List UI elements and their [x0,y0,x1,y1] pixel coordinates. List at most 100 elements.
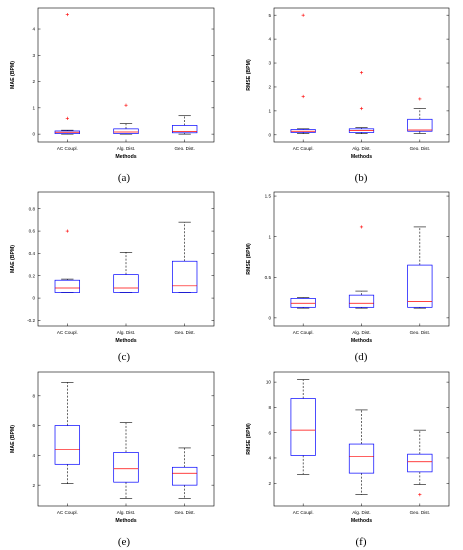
y-tick-label: 0.6 [29,229,36,234]
iqr-box [407,453,433,473]
chart-panel-d: 0 0.5 1 1.5 AC Coupl. Alg. Dist. Geo. Dist. Met… [246,191,450,363]
box-3 [407,226,433,309]
iqr-box [290,298,316,308]
y-tick-label: 0.2 [29,273,36,278]
x-axis-label: Methods [351,154,372,160]
outlier-marker [418,97,422,101]
iqr-box [171,125,198,134]
panel-label: (f) [356,536,367,548]
chart-panel-b: 0 1 2 3 4 5 AC Coupl. Alg. Dist. Geo. Dist. Metho… [246,7,450,184]
box-1 [54,229,81,293]
iqr-box [348,443,375,474]
iqr-box [407,264,433,308]
x-tick-label: Alg. Dist. [117,330,135,335]
box-1 [290,13,316,134]
y-tick-label: 0 [268,315,271,320]
y-axis-label: MAE (BPM) [10,425,16,453]
y-tick-label: 1.5 [265,194,272,199]
x-tick-label: Geo. Dist. [174,510,194,515]
box-2 [113,422,139,499]
panel-label: (d) [355,351,368,363]
box-1 [290,297,316,309]
y-tick-label: 6 [268,430,271,435]
x-tick-label: Alg. Dist. [117,510,135,515]
y-tick-label: 8 [32,393,35,398]
plot-frame [273,7,450,143]
y-tick-label: -0.2 [27,318,35,323]
x-tick-label: Geo. Dist. [410,510,430,515]
y-tick-label: 4 [32,453,35,458]
box-3 [171,221,198,293]
iqr-box [54,279,81,293]
box-3 [407,97,433,134]
y-tick-label: 0 [268,132,271,137]
iqr-box [54,425,81,465]
iqr-box [171,466,198,486]
y-tick-label: 0.8 [29,206,36,211]
y-tick-label: 3 [268,61,271,66]
outlier-marker [65,116,69,120]
y-tick-label: 10 [266,380,272,385]
iqr-box [407,118,433,132]
outlier-marker [65,12,69,17]
y-axis-label: RMSE (BPM) [246,423,252,455]
x-tick-label: Geo. Dist. [410,146,430,151]
x-tick-label: AC Coupl. [293,330,314,335]
x-tick-label: Alg. Dist. [352,510,370,515]
outlier-marker [124,103,128,107]
y-tick-label: 1 [268,108,271,113]
iqr-box [171,260,198,293]
y-tick-label: 0 [32,296,35,301]
y-axis-label: RMSE (BPM) [246,59,252,91]
y-tick-label: 3 [32,53,35,58]
iqr-box [113,452,139,483]
outlier-marker [359,106,364,111]
y-tick-label: 4 [268,456,271,461]
box-3 [171,447,198,499]
chart-panel-c: -0.2 0 0.2 0.4 0.6 0.8 AC Coupl. Alg. Dist. Geo.… [10,191,215,363]
panel-label: (b) [355,172,368,184]
y-tick-label: 1 [268,234,271,239]
y-tick-label: 0 [32,132,35,137]
y-axis-label: RMSE (BPM) [246,243,252,275]
box-1 [54,382,81,484]
x-tick-label: AC Coupl. [57,330,78,335]
y-axis-label: MAE (BPM) [10,245,16,273]
x-axis-label: Methods [115,338,136,344]
x-tick-label: Alg. Dist. [117,146,135,151]
y-tick-label: 4 [32,27,35,32]
y-tick-label: 8 [268,405,271,410]
y-tick-label: 2 [32,483,35,488]
x-axis-label: Methods [115,154,136,160]
plot-frame [37,7,215,143]
x-tick-label: AC Coupl. [293,146,314,151]
iqr-box [290,398,316,456]
x-tick-label: Alg. Dist. [352,146,370,151]
x-tick-label: Alg. Dist. [352,330,370,335]
x-tick-label: Geo. Dist. [410,330,430,335]
y-tick-label: 0.4 [29,251,36,256]
plot-frame [273,191,450,327]
y-tick-label: 1 [32,105,35,110]
outlier-marker [359,71,364,75]
outlier-marker [65,229,69,233]
iqr-box [348,294,375,308]
outlier-marker [301,13,305,17]
x-tick-label: AC Coupl. [57,146,78,151]
panel-label: (a) [118,172,131,184]
box-3 [171,115,198,135]
x-axis-label: Methods [351,518,372,524]
box-2 [113,103,139,135]
x-tick-label: AC Coupl. [57,510,78,515]
box-1 [290,379,316,475]
box-3 [407,429,433,497]
y-tick-label: 5 [268,13,271,18]
box-1 [54,12,81,135]
y-tick-label: 2 [268,85,271,90]
outlier-marker [418,493,422,497]
chart-panel-a: 0 1 2 3 4 AC Coupl. Alg. Dist. Geo. Dist. Method… [10,7,215,184]
box-2 [348,225,375,309]
x-axis-label: Methods [351,338,372,344]
y-tick-label: 4 [268,37,271,42]
